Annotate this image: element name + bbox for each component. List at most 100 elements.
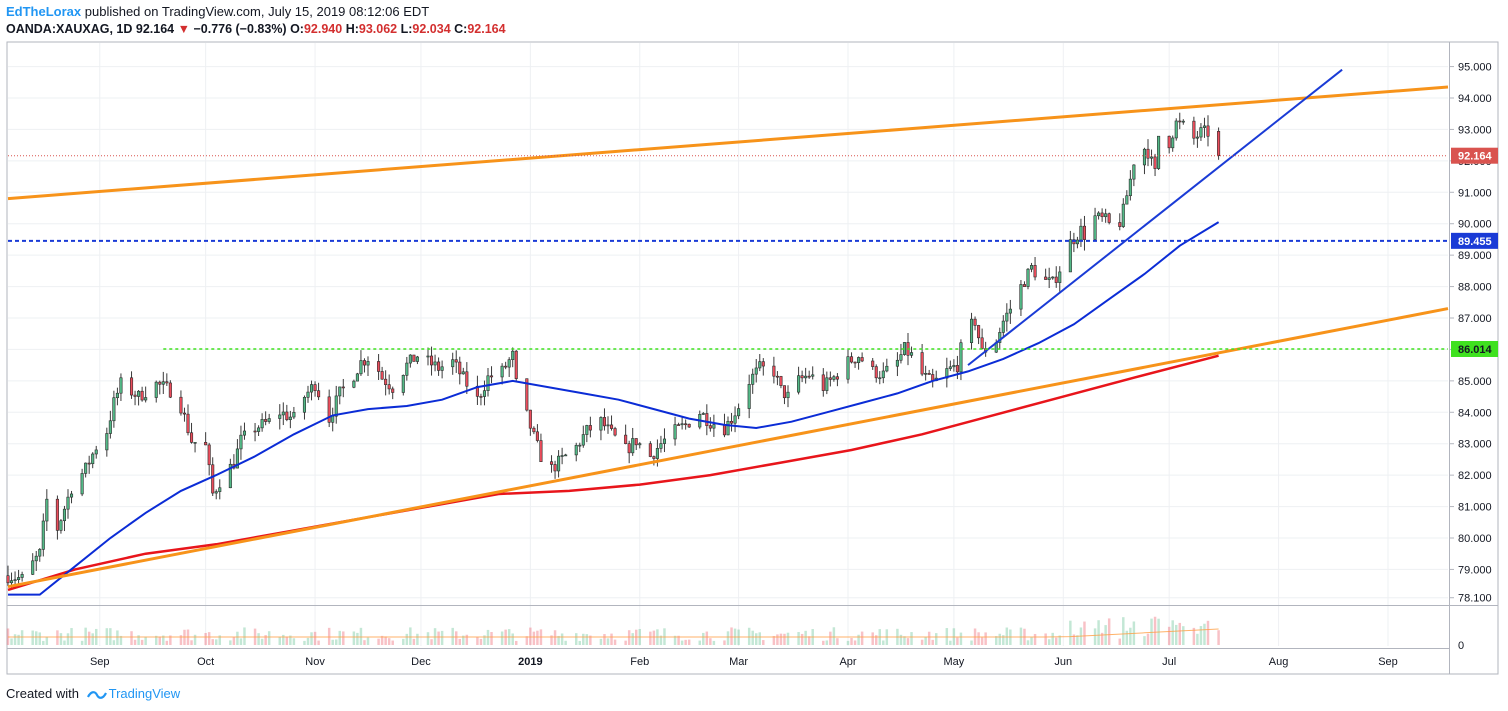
candle-up — [257, 427, 261, 432]
candle-up — [945, 368, 949, 379]
candle-up — [948, 366, 952, 369]
author-link[interactable]: EdTheLorax — [6, 4, 82, 19]
volume-bar — [211, 639, 214, 645]
candle-up — [751, 373, 755, 385]
volume-bar — [384, 636, 387, 645]
volume-bar — [215, 639, 218, 645]
volume-bar — [1033, 633, 1037, 645]
price-axis[interactable]: 78.100 79.000 80.000 81.000 82.000 83.000 84.0… — [1449, 62, 1498, 652]
volume-bar — [687, 639, 691, 645]
volume-bar — [931, 639, 934, 645]
volume-bar — [476, 637, 479, 645]
volume-bar — [875, 635, 878, 645]
candle-down — [264, 419, 268, 422]
volume-bar — [807, 636, 811, 645]
volume-bar — [1083, 621, 1086, 645]
candle-up — [631, 438, 635, 454]
candle-down — [539, 440, 543, 463]
volume-bar — [1030, 637, 1033, 645]
publish-info: EdTheLorax published on TradingView.com,… — [6, 4, 429, 19]
close-label: C: — [454, 22, 468, 36]
volume-bar — [564, 640, 567, 645]
low-label: L: — [400, 22, 413, 36]
volume-bar — [578, 640, 581, 645]
candle-down — [1022, 284, 1027, 287]
volume-bar — [207, 632, 211, 645]
support-86-014-label: 86.014 — [1458, 344, 1493, 356]
candle-down — [687, 423, 691, 428]
volume-bar — [193, 634, 197, 645]
volume-bar — [264, 635, 267, 645]
volume-bar — [437, 631, 440, 645]
candle-down — [504, 365, 508, 368]
candle-up — [804, 375, 808, 379]
candle-down — [613, 428, 617, 436]
candle-up — [680, 423, 684, 426]
volume-bar — [416, 633, 419, 645]
symbol-name[interactable]: OANDA:XAUXAG, 1D — [6, 22, 133, 36]
volume-bar — [236, 631, 239, 645]
candle-down — [1100, 212, 1104, 218]
candle-up — [13, 579, 17, 581]
candle-down — [1033, 265, 1037, 278]
volume-bar — [959, 632, 963, 645]
volume-bar — [500, 631, 504, 645]
candle-up — [482, 390, 487, 397]
candle-up — [161, 381, 165, 385]
candle-down — [204, 441, 208, 446]
candle-up — [959, 342, 963, 373]
volume-bar — [800, 633, 804, 645]
candle-up — [564, 454, 568, 457]
volume-bar — [87, 631, 91, 645]
volume-bar — [1182, 626, 1185, 645]
price-tick-label: 88.000 — [1458, 282, 1492, 294]
volume-bar — [1196, 633, 1199, 645]
candle-down — [189, 432, 194, 443]
volume-bar — [762, 640, 765, 645]
high-label: H: — [345, 22, 359, 36]
volume-bar — [606, 638, 610, 645]
volume-bar — [402, 638, 405, 645]
candle-up — [1199, 127, 1203, 138]
candle-up — [998, 332, 1002, 343]
candle-down — [327, 396, 331, 423]
candle-up — [415, 356, 419, 362]
candle-up — [352, 380, 356, 388]
volume-bar — [335, 639, 338, 645]
volume-tick-label: 0 — [1458, 640, 1464, 652]
down-arrow-icon: ▼ — [177, 22, 190, 36]
candle-down — [1217, 131, 1221, 157]
volume-bar — [405, 633, 409, 645]
volume-bar — [455, 631, 458, 645]
candle-down — [627, 443, 631, 454]
time-tick-label: 2019 — [518, 656, 542, 668]
time-axis[interactable]: Sep Oct Nov Dec 2019 Feb Mar Apr May Jun Jul Aug Sep — [90, 656, 1398, 668]
candle-up — [193, 441, 197, 444]
candle-down — [874, 366, 878, 379]
candle-up — [581, 434, 585, 446]
candle-down — [677, 424, 681, 426]
volume-bar — [776, 634, 779, 645]
candle-up — [260, 419, 264, 429]
volume-bar — [10, 638, 13, 645]
candle-up — [408, 354, 412, 364]
lower-support-line — [7, 307, 1449, 589]
volume-bar — [257, 633, 260, 645]
candle-down — [489, 375, 494, 378]
volume-bar — [529, 627, 532, 645]
candle-up — [355, 373, 359, 382]
volume-bar — [956, 637, 959, 645]
volume-bar — [511, 633, 514, 645]
volume-bar — [451, 627, 454, 645]
volume-bar — [380, 635, 384, 645]
tradingview-brand[interactable]: TradingView — [108, 686, 181, 701]
close-value: 92.164 — [467, 22, 506, 36]
candle-down — [549, 461, 554, 465]
candle-up — [239, 434, 243, 450]
volume-bar — [624, 640, 627, 645]
low-value: 92.034 — [412, 22, 451, 36]
volume-bar — [659, 635, 663, 645]
volume-bar — [910, 632, 913, 645]
candle-down — [380, 371, 384, 380]
